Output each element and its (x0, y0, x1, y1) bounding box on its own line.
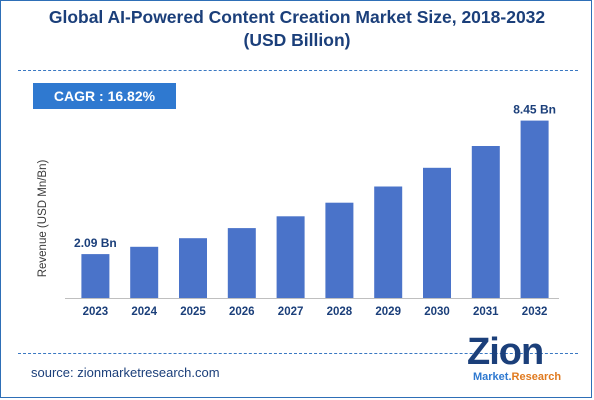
y-axis-label: Revenue (USD Mn/Bn) (37, 160, 49, 278)
x-tick-label-2023: 2023 (83, 306, 109, 318)
chart-title-line-1: Global AI-Powered Content Creation Marke… (48, 7, 546, 27)
x-tick-label-2028: 2028 (327, 306, 353, 318)
zion-logo: Zion Market.Research (467, 332, 577, 392)
chart-title: Global AI-Powered Content Creation Marke… (0, 6, 594, 52)
x-tick-label-2025: 2025 (180, 306, 206, 318)
x-tick-label-2030: 2030 (424, 306, 450, 318)
title-divider-top (18, 70, 578, 71)
logo-subtitle-b: Research (511, 371, 562, 383)
data-label-2032: 8.45 Bn (513, 103, 556, 117)
bar-2025 (179, 238, 207, 298)
bar-2029 (374, 186, 403, 298)
bar-2023 (81, 254, 110, 298)
cagr-badge: CAGR : 16.82% (33, 83, 176, 109)
data-label-2023: 2.09 Bn (74, 236, 117, 250)
chart-title-line-2: (USD Billion) (243, 30, 351, 50)
x-tick-label-2026: 2026 (229, 306, 255, 318)
logo-subtitle-a: Market. (473, 371, 512, 383)
x-tick-label-2031: 2031 (473, 306, 499, 318)
logo-wordmark: Zion (467, 331, 544, 373)
bar-2030 (423, 167, 451, 298)
x-tick-label-2032: 2032 (522, 306, 548, 318)
bar-2024 (130, 246, 159, 298)
bar-2032 (520, 120, 549, 298)
bar-2028 (325, 202, 354, 298)
logo-subtitle: Market.Research (473, 370, 561, 384)
bar-2031 (471, 146, 500, 298)
bar-2027 (276, 216, 305, 298)
x-tick-label-2027: 2027 (278, 306, 304, 318)
bar-2026 (227, 228, 256, 298)
x-tick-label-2024: 2024 (131, 306, 157, 318)
x-tick-label-2029: 2029 (375, 306, 401, 318)
footer-divider (18, 353, 578, 354)
source-caption: source: zionmarketresearch.com (31, 365, 220, 380)
